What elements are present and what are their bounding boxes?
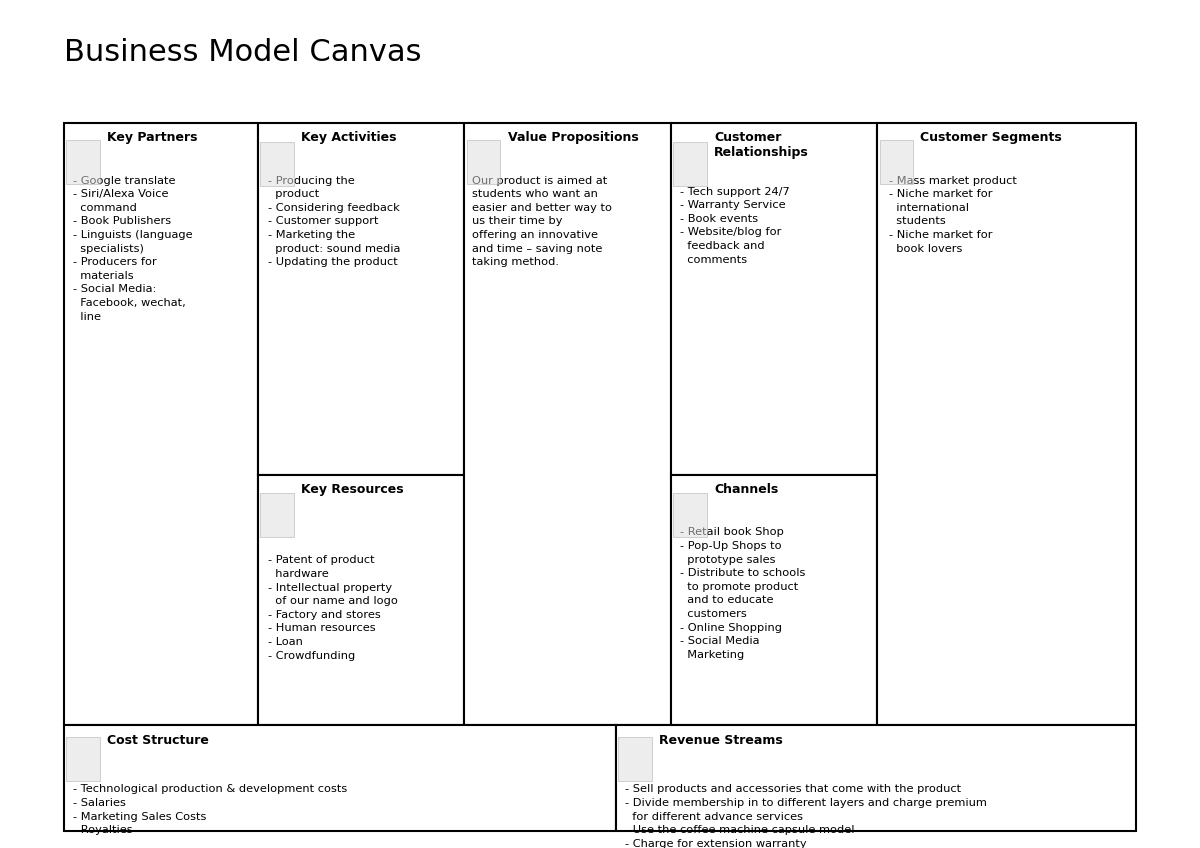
Text: - Retail book Shop
- Pop-Up Shops to
  prototype sales
- Distribute to schools
 : - Retail book Shop - Pop-Up Shops to pro… — [680, 527, 805, 660]
Bar — [64, 725, 616, 831]
Bar — [877, 123, 1136, 725]
Bar — [880, 140, 913, 184]
Bar — [673, 493, 707, 537]
Text: - Tech support 24/7
- Warranty Service
- Book events
- Website/blog for
  feedba: - Tech support 24/7 - Warranty Service -… — [680, 187, 790, 265]
Bar — [258, 475, 464, 725]
Text: Business Model Canvas: Business Model Canvas — [64, 38, 421, 67]
Bar — [64, 123, 258, 725]
Bar — [66, 140, 100, 184]
Bar — [464, 123, 671, 725]
Bar — [467, 140, 500, 184]
Text: Key Activities: Key Activities — [301, 131, 397, 144]
Bar — [616, 725, 1136, 831]
Text: - Patent of product
  hardware
- Intellectual property
  of our name and logo
- : - Patent of product hardware - Intellect… — [268, 555, 397, 661]
Text: - Technological production & development costs
- Salaries
- Marketing Sales Cost: - Technological production & development… — [73, 784, 348, 835]
Text: Our product is aimed at
students who want an
easier and better way to
us their t: Our product is aimed at students who wan… — [472, 176, 612, 267]
Bar — [671, 123, 877, 475]
Text: Cost Structure: Cost Structure — [107, 734, 209, 746]
Bar — [671, 475, 877, 725]
Bar — [258, 123, 464, 475]
Text: Channels: Channels — [714, 483, 779, 496]
Bar — [260, 493, 294, 537]
Text: - Mass market product
- Niche market for
  international
  students
- Niche mark: - Mass market product - Niche market for… — [889, 176, 1018, 254]
Text: Customer
Relationships: Customer Relationships — [714, 131, 809, 159]
Bar — [66, 737, 100, 781]
Bar — [618, 737, 652, 781]
Bar — [673, 142, 707, 186]
Text: Key Partners: Key Partners — [107, 131, 197, 144]
Text: Revenue Streams: Revenue Streams — [659, 734, 782, 746]
Text: - Producing the
  product
- Considering feedback
- Customer support
- Marketing : - Producing the product - Considering fe… — [268, 176, 400, 267]
Text: - Google translate
- Siri/Alexa Voice
  command
- Book Publishers
- Linguists (l: - Google translate - Siri/Alexa Voice co… — [73, 176, 193, 321]
Text: Value Propositions: Value Propositions — [508, 131, 638, 144]
Bar — [260, 142, 294, 186]
Text: - Sell products and accessories that come with the product
- Divide membership i: - Sell products and accessories that com… — [625, 784, 988, 848]
Text: Key Resources: Key Resources — [301, 483, 404, 496]
Text: Customer Segments: Customer Segments — [920, 131, 1062, 144]
